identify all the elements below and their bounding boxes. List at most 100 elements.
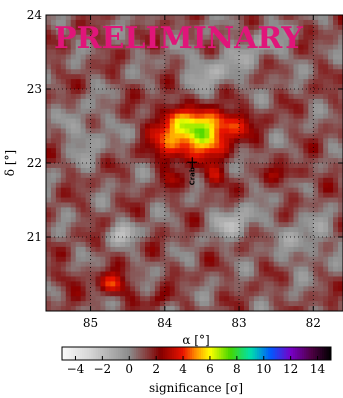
heat-cell xyxy=(204,281,210,287)
heat-cell xyxy=(204,98,210,105)
heat-cell xyxy=(313,163,319,169)
heat-cell xyxy=(194,237,201,243)
heat-cell xyxy=(60,197,67,204)
heat-cell xyxy=(199,133,205,139)
heat-cell xyxy=(244,276,250,282)
heat-cell xyxy=(323,276,329,282)
heat-cell xyxy=(199,64,205,70)
heat-cell xyxy=(140,306,146,311)
heat-cell xyxy=(55,202,62,208)
colorbar-segment xyxy=(286,347,289,360)
heat-cell xyxy=(258,148,265,154)
heat-cell xyxy=(234,29,240,36)
heat-cell xyxy=(154,227,161,233)
heat-cell xyxy=(85,89,92,95)
heat-cell xyxy=(174,84,181,90)
heat-cell xyxy=(135,187,141,194)
heat-cell xyxy=(318,153,324,159)
heat-cell xyxy=(115,266,121,273)
heat-cell xyxy=(263,246,270,253)
heat-cell xyxy=(174,241,181,248)
heat-cell xyxy=(288,59,295,65)
heat-cell xyxy=(189,138,196,144)
heat-cell xyxy=(288,89,295,95)
heat-cell xyxy=(145,49,151,56)
heat-cell xyxy=(239,153,245,159)
heat-cell xyxy=(105,167,111,174)
heat-cell xyxy=(253,172,260,179)
colorbar-segment xyxy=(299,347,303,360)
heat-cell xyxy=(248,217,255,223)
colorbar-segment xyxy=(73,347,76,360)
heat-cell xyxy=(253,182,260,189)
heat-cell xyxy=(333,256,339,263)
colorbar-segment xyxy=(200,347,204,360)
heat-cell xyxy=(219,197,225,204)
heat-cell xyxy=(55,64,62,70)
heat-cell xyxy=(115,187,121,194)
heat-cell xyxy=(293,108,300,115)
heat-cell xyxy=(174,212,181,218)
heat-cell xyxy=(159,15,166,21)
heat-cell xyxy=(189,222,196,228)
heat-cell xyxy=(90,59,97,65)
heat-cell xyxy=(303,237,309,243)
heat-cell xyxy=(268,281,275,287)
heat-cell xyxy=(184,34,191,41)
heat-cell xyxy=(70,251,77,258)
heat-cell xyxy=(85,301,92,307)
colorbar-segment xyxy=(203,347,206,360)
heat-cell xyxy=(313,79,319,85)
heat-cell xyxy=(120,212,126,218)
heat-cell xyxy=(248,103,255,110)
heat-cell xyxy=(189,237,196,243)
heat-cell xyxy=(110,74,116,80)
heat-cell xyxy=(80,241,87,248)
heat-cell xyxy=(234,148,240,154)
heat-cell xyxy=(145,261,151,268)
heat-cell xyxy=(120,286,126,292)
heat-cell xyxy=(313,148,319,154)
heat-cell xyxy=(308,98,314,105)
heat-cell xyxy=(308,212,314,218)
heat-cell xyxy=(50,133,57,139)
heat-cell xyxy=(204,167,210,174)
heat-cell xyxy=(248,64,255,70)
heat-cell xyxy=(145,118,151,125)
heat-cell xyxy=(100,187,106,194)
heat-cell xyxy=(268,212,275,218)
heat-cell xyxy=(194,291,201,297)
heat-cell xyxy=(105,158,111,164)
heat-cell xyxy=(288,163,295,169)
heat-cell xyxy=(145,24,151,31)
heat-cell xyxy=(140,261,146,268)
heat-cell xyxy=(46,79,52,85)
heat-cell xyxy=(239,241,245,248)
heat-cell xyxy=(224,108,230,115)
heat-cell xyxy=(308,138,314,144)
heat-cell xyxy=(239,266,245,273)
heat-cell xyxy=(298,251,304,258)
heat-cell xyxy=(50,89,57,95)
heat-cell xyxy=(174,93,181,100)
colorbar-segment xyxy=(131,347,135,360)
heat-cell xyxy=(244,108,250,115)
heat-cell xyxy=(145,103,151,110)
heat-cell xyxy=(318,202,324,208)
heat-cell xyxy=(100,74,106,80)
heat-cell xyxy=(288,192,295,199)
heat-cell xyxy=(90,84,97,90)
colorbar-segment xyxy=(306,347,310,360)
heat-cell xyxy=(253,281,260,287)
heat-cell xyxy=(283,251,290,258)
heat-cell xyxy=(125,306,131,311)
heat-cell xyxy=(298,237,304,243)
heat-cell xyxy=(214,241,220,248)
heat-cell xyxy=(229,266,235,273)
heat-cell xyxy=(263,167,270,174)
heat-cell xyxy=(46,217,52,223)
heat-cell xyxy=(308,44,314,51)
heat-cell xyxy=(80,39,87,46)
heat-cell xyxy=(253,212,260,218)
heat-cell xyxy=(338,163,343,169)
